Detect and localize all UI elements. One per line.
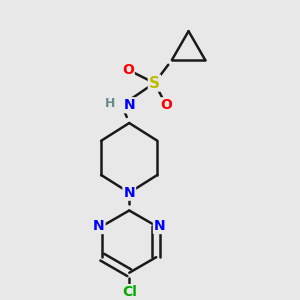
Text: N: N (123, 186, 135, 200)
Text: S: S (149, 76, 160, 91)
Text: Cl: Cl (122, 285, 137, 299)
Text: O: O (160, 98, 172, 112)
Text: N: N (123, 98, 135, 112)
Text: N: N (93, 219, 104, 233)
Text: H: H (105, 97, 115, 110)
Text: O: O (122, 63, 134, 77)
Text: N: N (154, 219, 166, 233)
